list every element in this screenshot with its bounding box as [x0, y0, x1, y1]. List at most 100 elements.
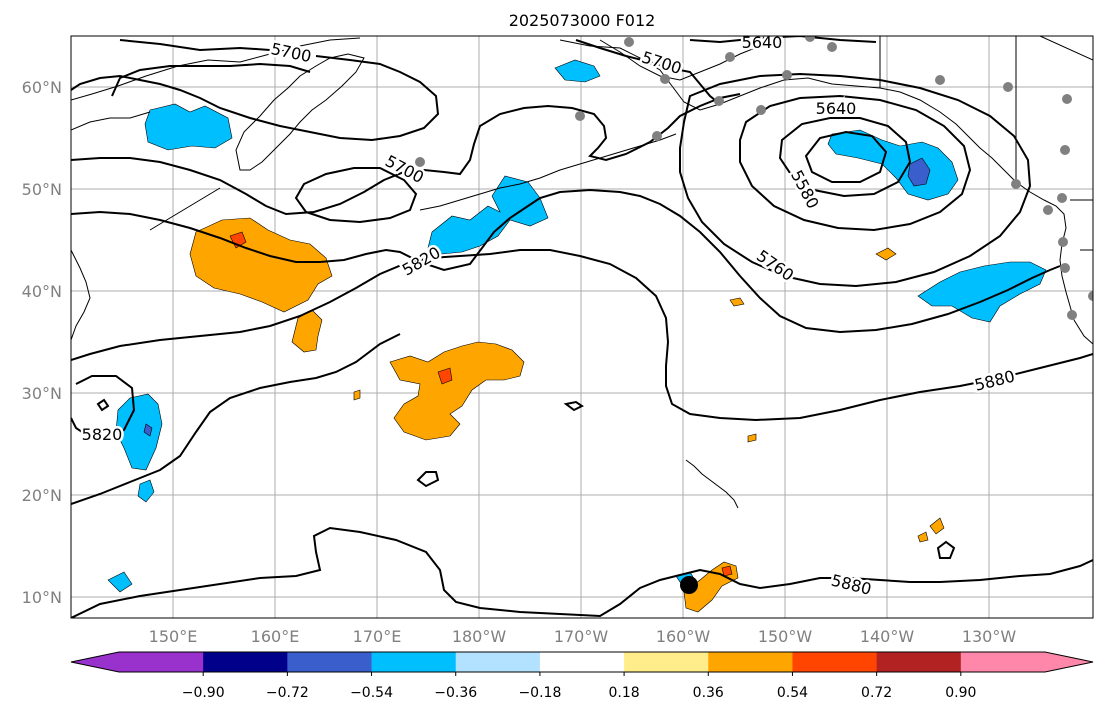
positive-region: [729, 297, 745, 307]
contour-ring-inner: [778, 117, 912, 198]
colorbar-segment: [624, 652, 709, 672]
colorbar-tick-label: 0.72: [861, 685, 892, 701]
colorbar: [70, 651, 1094, 676]
colorbar-tick-label: 0.18: [609, 685, 640, 701]
colorbar-extend-high: [1045, 652, 1093, 672]
negative-region: [554, 59, 601, 83]
kuril-chain: [149, 187, 221, 231]
colorbar-tick-label: 0.54: [777, 685, 808, 701]
lon-label: 180°W: [452, 627, 507, 646]
colorbar-tick-labels: −0.90 −0.72 −0.54 −0.36 −0.18 0.18 0.36 …: [182, 685, 977, 701]
colorbar-outline: [70, 651, 1094, 673]
contour-ring-core: [804, 130, 888, 183]
positive-region: [747, 433, 757, 443]
colorbar-tick-label: −0.90: [182, 685, 225, 701]
negative-region-strong: [143, 423, 153, 437]
negative-region: [115, 393, 163, 471]
colorbar-tick-label: −0.18: [518, 685, 561, 701]
map-title: 2025073000 F012: [509, 11, 656, 30]
colorbar-segment: [119, 652, 204, 672]
lon-label: 150°E: [149, 627, 198, 646]
lat-label: 50°N: [22, 180, 62, 199]
lon-label: 150°W: [758, 627, 813, 646]
lon-label: 160°E: [251, 627, 300, 646]
map-frame: [70, 35, 1094, 619]
asia-coast: [71, 37, 361, 101]
positive-region-strong: [721, 565, 733, 577]
lon-label: 160°W: [656, 627, 711, 646]
positive-region-strong: [437, 367, 453, 385]
canada-coast: [1015, 181, 1075, 321]
colorbar-segment: [708, 652, 793, 672]
contour-5700-east-top: [575, 39, 721, 105]
colorbar-segment: [455, 652, 541, 672]
lat-label: 10°N: [22, 588, 62, 607]
lon-label: 170°W: [554, 627, 609, 646]
lat-label: 60°N: [22, 78, 62, 97]
colorbar-tick-label: −0.54: [350, 685, 393, 701]
anomaly-fills: [107, 59, 1047, 613]
negative-region-strong: [907, 157, 931, 187]
contour-label: 5820: [82, 425, 123, 444]
black-marker: [680, 576, 698, 594]
hawaii-islands: [685, 459, 739, 509]
negative-region: [427, 175, 549, 255]
western-us: [1070, 199, 1093, 251]
colorbar-segment: [960, 652, 1046, 672]
contour-loop-small: [96, 398, 110, 412]
positive-region: [875, 247, 897, 261]
positive-region: [189, 217, 333, 313]
lon-label: 130°W: [962, 627, 1017, 646]
map-area: [71, 36, 1093, 618]
japan-coast: [71, 249, 91, 341]
north-america-west: [1073, 319, 1093, 345]
lat-label: 40°N: [22, 282, 62, 301]
contour-5700-asia: [71, 39, 440, 142]
colorbar-segment: [539, 652, 625, 672]
contour-5880-south: [71, 526, 1093, 618]
colorbar-segment: [203, 652, 288, 672]
negative-region: [144, 103, 233, 151]
contour-ring-outer: [679, 72, 1032, 288]
colorbar-segment: [792, 652, 878, 672]
lon-label: 140°W: [860, 627, 915, 646]
negative-region: [137, 479, 155, 503]
negative-region: [107, 571, 133, 593]
positive-region: [353, 389, 361, 401]
coastlines: [71, 36, 1093, 509]
alaska-coast: [559, 39, 1017, 183]
alaska-interior: [599, 39, 781, 81]
aleutian-chain: [419, 133, 677, 211]
okhotsk-coast: [71, 111, 151, 131]
contour-5700-mid: [71, 93, 741, 216]
colorbar-tick-label: −0.72: [266, 685, 309, 701]
contour-loop-mid: [563, 400, 584, 412]
colorbar-segment: [371, 652, 457, 672]
contour-label: 5640: [742, 33, 783, 52]
lat-label: 20°N: [22, 486, 62, 505]
lon-label: 170°E: [353, 627, 402, 646]
contour-5820: [71, 188, 1061, 334]
colorbar-tick-label: −0.36: [434, 685, 477, 701]
contour-loop-west: [71, 375, 136, 437]
colorbar-tick-label: 0.90: [945, 685, 976, 701]
colorbar-segment: [876, 652, 962, 672]
positive-region: [389, 341, 525, 441]
latitude-labels: 60°N 50°N 40°N 30°N 20°N 10°N: [22, 78, 62, 607]
positive-region: [917, 531, 929, 543]
longitude-labels: 150°E 160°E 170°E 180°W 170°W 160°W 150°…: [149, 627, 1017, 646]
height-contours: [71, 36, 1093, 618]
colorbar-segment: [287, 652, 373, 672]
contour-5820-south: [71, 249, 1093, 422]
colorbar-tick-label: 0.36: [693, 685, 724, 701]
contour-5880-tropics: [71, 333, 401, 505]
contour-5640-top: [689, 36, 877, 44]
contour-label: 5640: [816, 99, 857, 118]
contour-5700-north-pacific: [111, 62, 311, 97]
contour-ring-mid: [739, 94, 972, 232]
station-markers: [415, 36, 1093, 320]
contour-loop-tiny: [416, 471, 440, 488]
positive-region: [929, 517, 945, 535]
contour-loop-east: [936, 540, 956, 559]
